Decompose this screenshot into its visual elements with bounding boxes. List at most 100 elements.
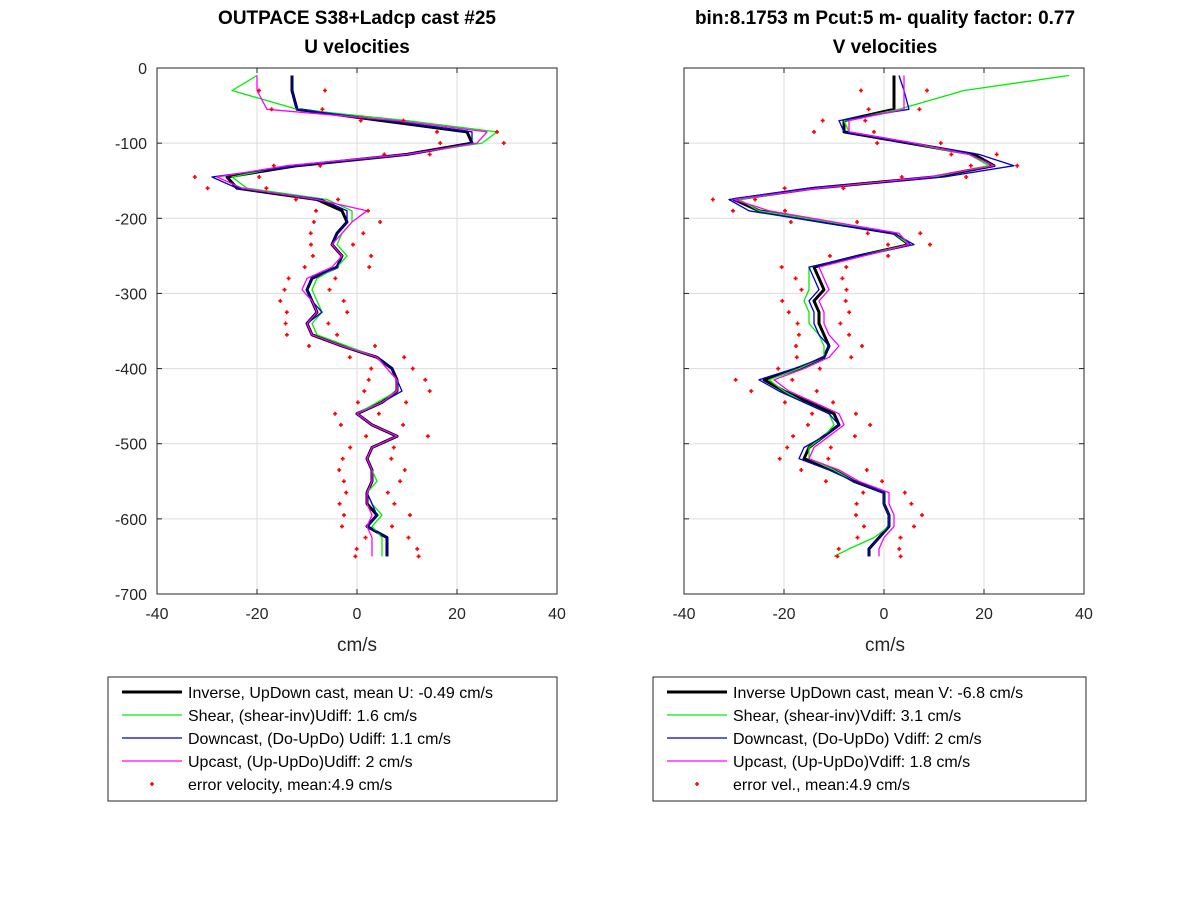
- v-error-marker: [799, 287, 804, 292]
- u-error-marker: [271, 163, 276, 168]
- v-error-marker: [880, 479, 885, 484]
- v-error-marker: [785, 445, 790, 450]
- v-error-marker: [786, 310, 791, 315]
- v-error-marker: [844, 287, 849, 292]
- u-error-point: [284, 332, 289, 337]
- v-error-marker: [854, 513, 858, 518]
- v-error-point: [909, 501, 914, 506]
- v-error-point: [1015, 163, 1020, 168]
- v-error-point: [897, 546, 902, 551]
- u-error-marker: [389, 456, 394, 461]
- u-error-marker: [310, 253, 315, 258]
- v-error-point: [899, 175, 904, 179]
- v-error-marker: [782, 400, 787, 405]
- u-y-tick-label: -300: [115, 286, 147, 303]
- u-error-marker: [390, 524, 394, 529]
- u-error-marker: [205, 186, 210, 191]
- v-error-point: [782, 400, 787, 405]
- u-error-point: [355, 400, 360, 405]
- u-x-tick-label: 40: [548, 606, 566, 623]
- v-error-marker: [865, 231, 870, 236]
- u-error-marker: [367, 265, 372, 270]
- u-y-tick-label: -700: [115, 587, 147, 604]
- v-error-point: [796, 332, 801, 337]
- u-error-point: [416, 554, 421, 559]
- u-error-point: [342, 513, 346, 518]
- v-error-marker: [820, 118, 825, 123]
- u-error-marker: [369, 366, 374, 371]
- u-error-marker: [348, 445, 353, 450]
- v-error-marker: [861, 490, 866, 495]
- u-error-point: [353, 554, 358, 559]
- u-error-marker: [364, 434, 369, 439]
- u-legend-box: [107, 676, 558, 802]
- u-error-marker: [318, 163, 323, 168]
- u-error-marker: [401, 118, 406, 123]
- v-error-marker: [799, 468, 804, 472]
- u-error-point: [369, 366, 374, 371]
- v-error-point: [863, 118, 868, 123]
- u-error-marker: [284, 332, 289, 337]
- v-error-marker: [917, 107, 922, 112]
- u-error-point: [302, 265, 307, 270]
- v-error-point: [793, 276, 798, 281]
- u-error-point: [364, 434, 369, 439]
- u-error-marker: [333, 276, 338, 281]
- v-error-point: [880, 479, 885, 484]
- u-error-point: [284, 310, 289, 315]
- v-error-point: [788, 220, 793, 224]
- u-error-point: [402, 355, 407, 360]
- v-error-marker: [793, 276, 798, 281]
- u-error-point: [415, 546, 420, 551]
- v-velocity-chart: bin:8.1753 m Pcut:5 m- quality factor: 0…: [652, 8, 1093, 802]
- v-legend-label-0: Inverse UpDown cast, mean V: -6.8 cm/s: [733, 685, 1023, 702]
- v-error-marker: [788, 220, 793, 224]
- v-legend-marker: [695, 782, 699, 786]
- u-error-point: [337, 501, 342, 506]
- v-error-point: [859, 88, 863, 93]
- u-x-axis-label: cm/s: [337, 635, 377, 656]
- v-error-marker: [860, 344, 864, 348]
- u-y-tick-label: -100: [115, 136, 147, 153]
- u-error-point: [402, 468, 407, 472]
- v-legend-label-1: Shear, (shear-inv)Vdiff: 3.1 cm/s: [733, 708, 961, 725]
- v-error-point: [786, 310, 791, 315]
- v-error-point: [780, 298, 785, 303]
- u-error-point: [398, 479, 403, 484]
- u-error-point: [323, 88, 327, 93]
- v-error-marker: [777, 456, 782, 461]
- v-error-point: [872, 129, 876, 134]
- v-error-point: [844, 265, 849, 270]
- v-error-marker: [918, 231, 923, 236]
- v-error-marker: [866, 107, 871, 112]
- v-error-marker: [782, 186, 787, 191]
- v-error-point: [861, 490, 866, 495]
- u-error-point: [337, 468, 342, 472]
- u-error-point: [367, 265, 372, 270]
- u-error-point: [366, 208, 370, 213]
- v-x-tick-label: 40: [1075, 606, 1093, 623]
- v-error-point: [810, 411, 815, 416]
- u-error-point: [389, 456, 394, 461]
- v-error-point: [733, 377, 738, 382]
- u-error-marker: [338, 422, 343, 427]
- u-x-tick-label: -20: [245, 606, 268, 623]
- u-error-point: [358, 118, 363, 123]
- u-x-tick-label: 0: [353, 606, 362, 623]
- u-error-point: [309, 242, 313, 247]
- v-error-point: [928, 242, 932, 247]
- u-error-marker: [278, 298, 283, 303]
- v-x-axis-label: cm/s: [865, 635, 905, 656]
- v-error-marker: [733, 377, 738, 382]
- u-error-point: [340, 524, 344, 529]
- v-error-point: [898, 535, 903, 540]
- u-legend: Inverse, UpDown cast, mean U: -0.49 cm/s…: [107, 676, 558, 802]
- u-error-point: [293, 197, 298, 202]
- v-error-marker: [731, 208, 735, 213]
- v-series-line-2: [728, 75, 1015, 557]
- v-error-marker: [790, 377, 795, 382]
- v-error-point: [843, 298, 848, 303]
- v-chart-title-line2: V velocities: [833, 37, 938, 58]
- v-error-marker: [1015, 163, 1020, 168]
- v-error-point: [791, 434, 796, 439]
